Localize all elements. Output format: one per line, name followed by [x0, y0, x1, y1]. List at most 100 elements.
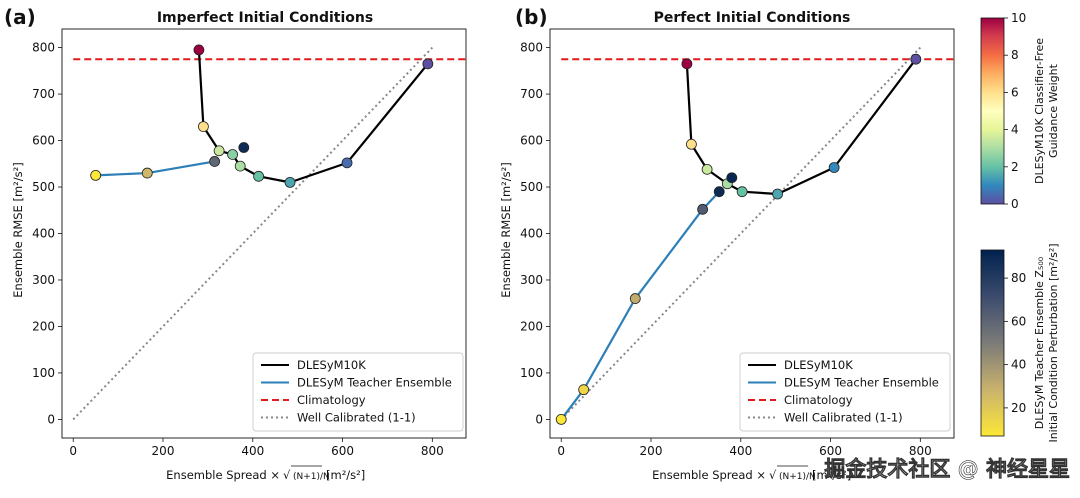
dlesym10k-point	[772, 188, 783, 200]
colorbar-tick-label: 8	[1011, 48, 1019, 62]
y-tick-label: 300	[32, 273, 55, 287]
teacher-ensemble-point	[555, 414, 567, 425]
teacher-ensemble-point	[141, 167, 153, 179]
legend-entry: DLESyM10K	[784, 358, 853, 372]
colorbar-guidance-bar	[980, 17, 1005, 205]
y-tick-label: 200	[520, 319, 543, 333]
teacher-ensemble-line	[95, 160, 215, 177]
dlesym10k-point	[828, 162, 840, 173]
panel-a-letter: (a)	[4, 5, 36, 29]
colorbar-guidance-label-2: Guidance Weight	[1047, 63, 1060, 158]
dlesym10k-point	[341, 157, 353, 169]
colorbar-perturbation-label-1: DLESyM Teacher Ensemble Z₅₀₀	[1033, 256, 1046, 429]
teacher-ensemble-point	[209, 156, 221, 167]
colorbar-perturbation-label-2: Initial Condition Perturbation [m²/s²]	[1047, 243, 1060, 442]
colorbar-tick-label: 6	[1011, 85, 1019, 99]
y-tick-label: 700	[32, 87, 55, 101]
colorbar-tick-label: 0	[1011, 197, 1019, 211]
x-tick-label: 800	[421, 444, 444, 458]
x-tick-label: 0	[557, 444, 565, 458]
y-tick-label: 500	[520, 180, 543, 194]
panel-b: (b) Perfect Initial Conditions 0 200 400 60…	[499, 5, 955, 482]
panel-a-xlabel-main: Ensemble Spread ×	[166, 468, 280, 482]
axes-frame	[549, 28, 955, 439]
legend-entry: DLESyM10K	[297, 358, 366, 372]
y-tick-label: 0	[47, 412, 55, 426]
dlesym10k-point	[910, 53, 922, 65]
panel-b-xlabel-units: [m²/s²]	[812, 468, 851, 482]
dlesym10k-point	[197, 121, 209, 133]
y-tick-label: 100	[32, 366, 55, 380]
legend-box	[252, 352, 464, 432]
dlesym10k-point	[681, 58, 693, 70]
panel-a-xlabel-sqrt: (N+1)/N	[293, 472, 330, 482]
panel-b-title: Perfect Initial Conditions	[654, 10, 851, 26]
well-calibrated-line	[560, 46, 922, 421]
dlesym10k-point	[253, 170, 265, 182]
legend-entry: Well Calibrated (1-1)	[297, 411, 416, 425]
panel-a-ylabel: Ensemble RMSE [m²/s²]	[11, 162, 25, 297]
panel-b-ylabel: Ensemble RMSE [m²/s²]	[499, 162, 513, 297]
colorbar-guidance-label-1: DLESyM10K Classifier-Free	[1033, 38, 1046, 184]
panel-a-title: Imperfect Initial Conditions	[157, 10, 373, 26]
teacher-ensemble-point	[713, 186, 725, 198]
legend-entry: Climatology	[784, 393, 853, 407]
x-tick-label: 400	[241, 444, 264, 458]
legend-entry: DLESyM Teacher Ensemble	[297, 376, 452, 390]
colorbar-guidance-ticks: 0 2 4 6 8 10	[1004, 11, 1026, 211]
teacher-ensemble-point	[629, 293, 641, 304]
colorbar-tick-label: 4	[1011, 123, 1019, 137]
panel-b-xlabel-sqrt: (N+1)/N	[779, 472, 816, 482]
legend: DLESyM10K DLESyM Teacher Ensemble Climatol…	[739, 352, 951, 432]
sqrt-sign: √	[283, 468, 291, 482]
dlesym10k-point	[213, 145, 225, 157]
colorbar-tick-label: 10	[1011, 11, 1026, 25]
dlesym10k-point	[701, 163, 713, 175]
sqrt-sign: √	[769, 468, 777, 482]
x-tick-label: 400	[729, 444, 752, 458]
x-tick-label: 200	[152, 444, 175, 458]
legend-entry: Climatology	[297, 393, 366, 407]
teacher-ensemble-point	[238, 142, 250, 153]
x-tick-label: 600	[331, 444, 354, 458]
panel-a-plot: 0 200 400 600 800 0 100 200 300 400 500 600 700 800 DL…	[32, 28, 467, 458]
teacher-ensemble-point	[578, 384, 590, 396]
legend-box	[739, 352, 951, 432]
panel-a-xlabel-units: [m²/s²]	[326, 468, 365, 482]
dlesym10k-point	[227, 149, 238, 160]
y-tick-label: 200	[32, 319, 55, 333]
y-tick-label: 600	[32, 134, 55, 148]
colorbar-tick-label: 20	[1011, 401, 1026, 415]
y-tick-label: 700	[520, 87, 543, 101]
panel-b-xlabel-main: Ensemble Spread ×	[652, 468, 766, 482]
teacher-ensemble-point	[90, 170, 102, 181]
panel-b-letter: (b)	[515, 5, 548, 29]
panel-a: (a) Imperfect Initial Conditions 0 200 400…	[4, 5, 467, 482]
dlesym10k-line	[685, 58, 917, 196]
panel-b-xlabel: Ensemble Spread × √ (N+1)/N [m²/s²]	[652, 465, 851, 482]
teacher-ensemble-point	[697, 203, 709, 215]
well-calibrated-line	[72, 46, 434, 421]
dlesym10k-point	[284, 176, 296, 188]
colorbar-tick-label: 2	[1011, 160, 1019, 174]
y-tick-label: 500	[32, 180, 55, 194]
legend-entry: DLESyM Teacher Ensemble	[784, 376, 939, 390]
y-tick-label: 400	[32, 227, 55, 241]
y-tick-label: 800	[520, 41, 543, 55]
dlesym10k-point	[686, 138, 697, 150]
colorbar-perturbation: 20 40 60 80 DLESyM Teacher Ensemble Z₅₀₀ In…	[980, 243, 1060, 443]
x-tick-label: 0	[69, 444, 77, 458]
dlesym10k-line	[197, 49, 429, 184]
y-tick-label: 300	[520, 273, 543, 287]
x-tick-label: 200	[640, 444, 663, 458]
dlesym10k-point	[736, 186, 748, 198]
colorbar-tick-label: 80	[1011, 271, 1026, 285]
colorbar-tick-label: 40	[1011, 358, 1026, 372]
axes-frame	[61, 28, 467, 439]
x-tick-label: 800	[909, 444, 932, 458]
colorbar-guidance: 0 2 4 6 8 10 DLESyM10K Classifier-Free Guidan…	[980, 11, 1060, 211]
dlesym10k-point	[422, 58, 434, 70]
panel-b-plot: 0 200 400 600 800 0 100 200 300 400 500 600 700 800 DL…	[520, 28, 955, 458]
teacher-ensemble-point	[726, 172, 738, 184]
